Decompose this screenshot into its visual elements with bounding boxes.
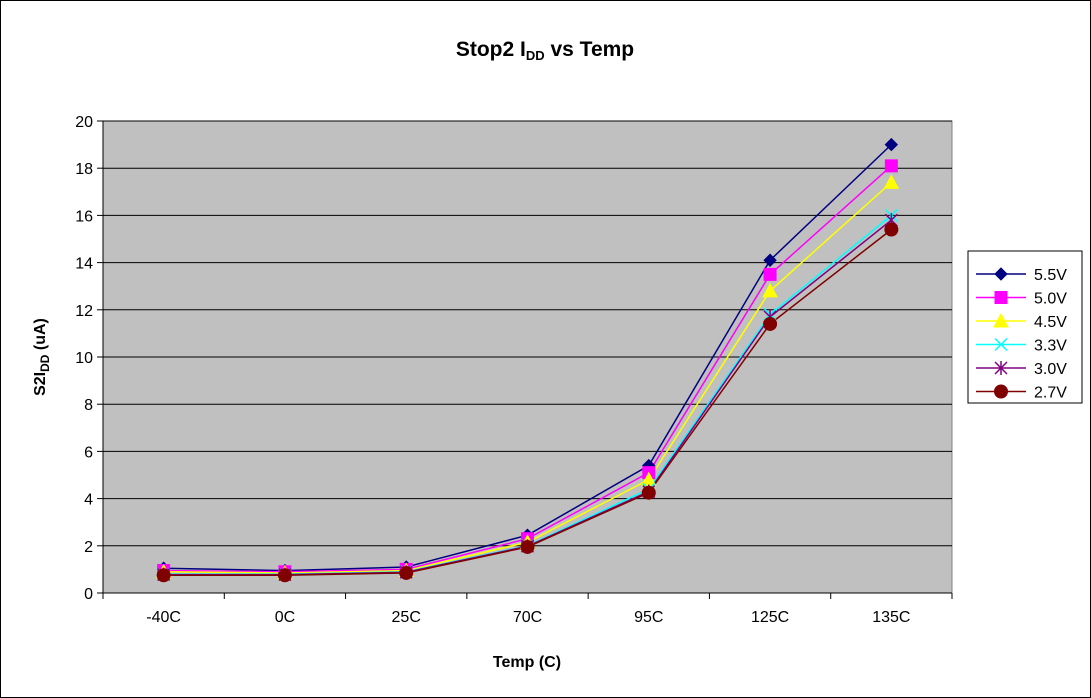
- x-tick-label: 70C: [513, 609, 542, 626]
- y-axis-title-main: S2I: [32, 372, 49, 396]
- legend-marker-3.3V: [994, 337, 1008, 352]
- data-point-2.7V: [763, 316, 778, 331]
- y-tick-label: 18: [75, 161, 93, 178]
- chart-title-subscript: DD: [526, 48, 545, 63]
- data-point-2.7V: [520, 539, 535, 554]
- axes: [97, 120, 953, 599]
- chart-title: Stop2 IDD vs Temp: [456, 38, 634, 63]
- data-point-4.5V: [883, 174, 900, 189]
- y-axis-title-subscript: DD: [38, 354, 52, 372]
- chart-title-tail: vs Temp: [545, 38, 634, 61]
- y-tick-label: 10: [75, 350, 93, 367]
- legend-marker-5.0V: [994, 291, 1008, 304]
- chart-title-main: Stop2 I: [456, 38, 526, 61]
- legend-marker-5.5V: [994, 267, 1008, 281]
- data-point-5.0V: [884, 159, 898, 173]
- legend-label-5.0V: 5.0V: [1034, 291, 1067, 308]
- legend-marker-3.0V: [994, 361, 1008, 375]
- x-tick-label: -40C: [146, 609, 181, 626]
- legend-marker-3.3V-stroke: [994, 337, 1008, 352]
- legend-label-4.5V: 4.5V: [1034, 314, 1067, 331]
- y-tick-label: 2: [84, 539, 93, 556]
- legend-label-3.3V: 3.3V: [1034, 338, 1067, 355]
- legend-label-3.0V: 3.0V: [1034, 361, 1067, 378]
- data-point-4.5V: [762, 282, 778, 298]
- y-tick-label: 16: [75, 208, 93, 225]
- data-point-2.7V: [399, 565, 414, 580]
- y-tick-label: 12: [75, 303, 93, 320]
- y-tick-label: 4: [84, 492, 93, 509]
- x-tick-labels: -40C 0C 25C 70C 95C 125C 135C: [146, 609, 910, 626]
- y-tick-label: 0: [84, 586, 93, 603]
- series-markers: [155, 137, 900, 583]
- x-tick-label: 25C: [392, 609, 421, 626]
- y-tick-label: 14: [75, 256, 93, 273]
- legend-label-5.5V: 5.5V: [1034, 267, 1067, 284]
- legend-marker-4.5V: [993, 312, 1009, 328]
- y-tick-label: 20: [75, 114, 93, 131]
- data-point-5.5V: [763, 253, 777, 267]
- x-tick-label: 125C: [751, 609, 789, 626]
- x-axis-title: Temp (C): [493, 654, 561, 671]
- x-tick-label: 95C: [634, 609, 663, 626]
- data-point-2.7V: [277, 568, 292, 583]
- y-axis-title-tail: (uA): [32, 318, 49, 354]
- x-tick-label: 0C: [275, 609, 295, 626]
- legend-label-2.7V: 2.7V: [1034, 385, 1067, 402]
- data-point-2.7V: [156, 568, 171, 583]
- y-axis-title: S2IDD (uA): [32, 318, 52, 396]
- data-point-5.0V: [763, 267, 777, 281]
- legend-marker-2.7V: [994, 384, 1008, 399]
- y-tick-labels: 0 2 4 6 8 10 12 14 16 18 20: [75, 114, 93, 603]
- data-point-2.7V: [884, 222, 899, 237]
- legend-items: 5.5V 5.0V 4.5V 3.3V 3.0V 2.7V: [976, 267, 1067, 402]
- y-tick-label: 6: [84, 444, 93, 461]
- x-tick-label: 135C: [872, 609, 910, 626]
- y-tick-label: 8: [84, 397, 93, 414]
- legend: [967, 250, 1083, 404]
- data-point-2.7V: [641, 485, 656, 500]
- data-point-5.5V: [884, 137, 899, 152]
- gridlines: [103, 120, 952, 547]
